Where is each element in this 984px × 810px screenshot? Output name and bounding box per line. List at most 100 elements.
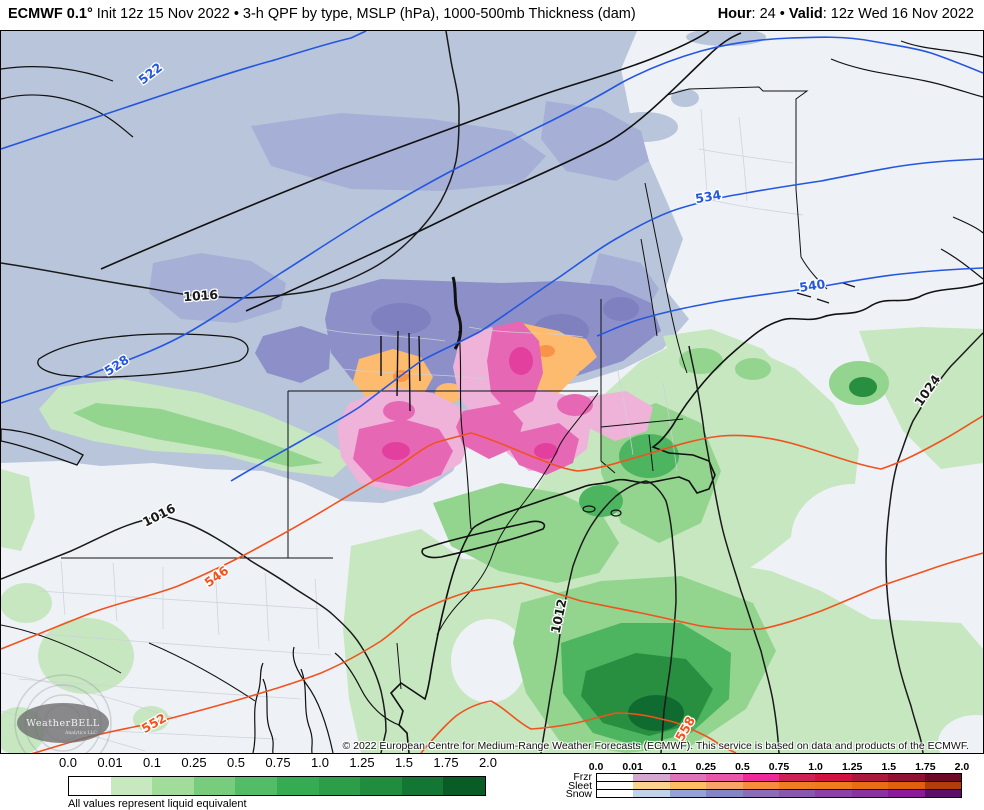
tick-label: 0.1 xyxy=(142,755,162,770)
ramp-cell xyxy=(742,782,780,789)
frzr-color-ramp xyxy=(596,773,962,782)
tick-label: 1.75 xyxy=(433,755,459,770)
tick-label: 0.25 xyxy=(181,755,207,770)
ramp-cell xyxy=(779,790,816,797)
copyright-text: © 2022 European Centre for Medium-Range … xyxy=(342,740,969,752)
thickness-558 xyxy=(420,700,737,753)
ramp-cell xyxy=(851,782,889,789)
snow-color-ramp xyxy=(596,789,962,798)
chesapeake-bay xyxy=(292,646,334,753)
atlantic-coast xyxy=(389,282,983,753)
ramp-cell xyxy=(443,777,485,795)
ramp-cell xyxy=(69,777,111,795)
ramp-cell xyxy=(779,782,816,789)
ptype-color-ramps xyxy=(596,773,962,798)
qpf-color-ramp xyxy=(68,776,486,796)
contour-label: 1016 xyxy=(183,287,219,304)
mslp-1012 xyxy=(540,480,677,753)
ramp-cell xyxy=(152,777,194,795)
tick-label: 0.1 xyxy=(661,761,677,773)
tick-label: 0.01 xyxy=(97,755,123,770)
finger-lakes xyxy=(380,330,421,412)
tick-label: 1.0 xyxy=(310,755,330,770)
hour-value: : 24 • xyxy=(751,6,789,22)
ramp-cell xyxy=(815,774,852,781)
lake-ontario xyxy=(37,333,249,378)
map-svg: 522 528 534 540 546 552 558 1016 1016 10… xyxy=(1,31,983,753)
shading-freezing-deepest xyxy=(382,347,558,460)
snow-label: Snow xyxy=(565,788,592,801)
map-title: ECMWF 0.1° Init 12z 15 Nov 2022 • 3-h QP… xyxy=(8,6,636,22)
watermark-subtext: Analytics LLC xyxy=(64,730,97,736)
ramp-cell xyxy=(924,774,962,781)
sleet-label: Sleet xyxy=(568,779,592,792)
tick-label: 1.5 xyxy=(881,761,897,773)
ramp-cell xyxy=(193,777,236,795)
ramp-cell xyxy=(742,774,780,781)
ramp-cell xyxy=(633,790,670,797)
ramp-cell xyxy=(110,777,153,795)
ramp-cell xyxy=(597,790,634,797)
title-details: Init 12z 15 Nov 2022 • 3-h QPF by type, … xyxy=(92,6,636,22)
ramp-cell xyxy=(924,790,962,797)
ramp-cell xyxy=(276,777,319,795)
frzr-label: Frzr xyxy=(573,771,592,783)
shading-dry-gaps xyxy=(451,484,983,753)
tick-label: 0.5 xyxy=(226,755,246,770)
ramp-cell xyxy=(633,774,670,781)
ramp-cell xyxy=(401,777,444,795)
tick-label: 0.0 xyxy=(58,755,78,770)
mslp-1016-north xyxy=(1,31,460,299)
lakes xyxy=(1,333,249,466)
ramp-cell xyxy=(360,777,402,795)
shading-snow-medium xyxy=(149,101,659,323)
thickness-534 xyxy=(230,158,983,482)
ramp-cell xyxy=(888,782,925,789)
coastlines xyxy=(1,31,983,753)
ramp-cell xyxy=(888,774,925,781)
qpf-scale-ticks: 0.0 0.01 0.1 0.25 0.5 0.75 1.0 1.25 1.5 1.75 2.0 xyxy=(47,755,509,770)
thickness-blue-contours xyxy=(1,31,983,482)
thickness-540 xyxy=(596,267,983,337)
mslp-unlabeled xyxy=(688,345,780,753)
mslp-contours xyxy=(1,31,983,753)
ramp-cell xyxy=(235,777,277,795)
ramp-cell xyxy=(851,790,889,797)
thickness-552 xyxy=(31,552,983,753)
tick-label: 2.0 xyxy=(478,755,498,770)
tick-label: 0.25 xyxy=(695,761,716,773)
st-lawrence-south-bank xyxy=(245,32,742,312)
ramp-cell xyxy=(742,790,780,797)
tick-label: 0.01 xyxy=(622,761,643,773)
ptype-row-labels: Frzr Sleet Snow xyxy=(518,771,592,801)
contour-label: 534 xyxy=(694,187,723,206)
tick-label: 0.75 xyxy=(768,761,790,773)
ptype-scale-ticks: 0.0 0.01 0.1 0.25 0.5 0.75 1.0 1.25 1.5 1.75 2.0 xyxy=(578,761,980,773)
ramp-cell xyxy=(815,782,852,789)
ramp-cell xyxy=(851,774,889,781)
mslp-1016-south xyxy=(1,514,387,753)
ramp-cell xyxy=(924,782,962,789)
hour-valid: Hour: 24 • Valid: 12z Wed 16 Nov 2022 xyxy=(718,6,974,22)
ramp-cell xyxy=(815,790,852,797)
thickness-red-contours xyxy=(1,415,983,753)
ramp-cell xyxy=(779,774,816,781)
shading-rain-5 xyxy=(628,695,684,731)
ramp-cell xyxy=(318,777,361,795)
map-canvas: 522 528 534 540 546 552 558 1016 1016 10… xyxy=(0,30,984,754)
header-bar: ECMWF 0.1° Init 12z 15 Nov 2022 • 3-h QP… xyxy=(0,0,984,30)
tick-label: 1.5 xyxy=(394,755,414,770)
sleet-color-ramp xyxy=(596,781,962,790)
ramp-cell xyxy=(888,790,925,797)
tick-label: 2.0 xyxy=(954,761,970,773)
ramp-cell xyxy=(669,790,707,797)
thickness-528 xyxy=(1,36,983,404)
tick-label: 1.0 xyxy=(808,761,823,773)
valid-label: Valid xyxy=(788,6,823,22)
legend-note: All values represent liquid equivalent xyxy=(68,798,247,810)
lake-erie xyxy=(1,428,84,466)
ramp-cell xyxy=(706,782,743,789)
hour-label: Hour xyxy=(717,6,752,22)
tick-label: 0.75 xyxy=(265,755,291,770)
